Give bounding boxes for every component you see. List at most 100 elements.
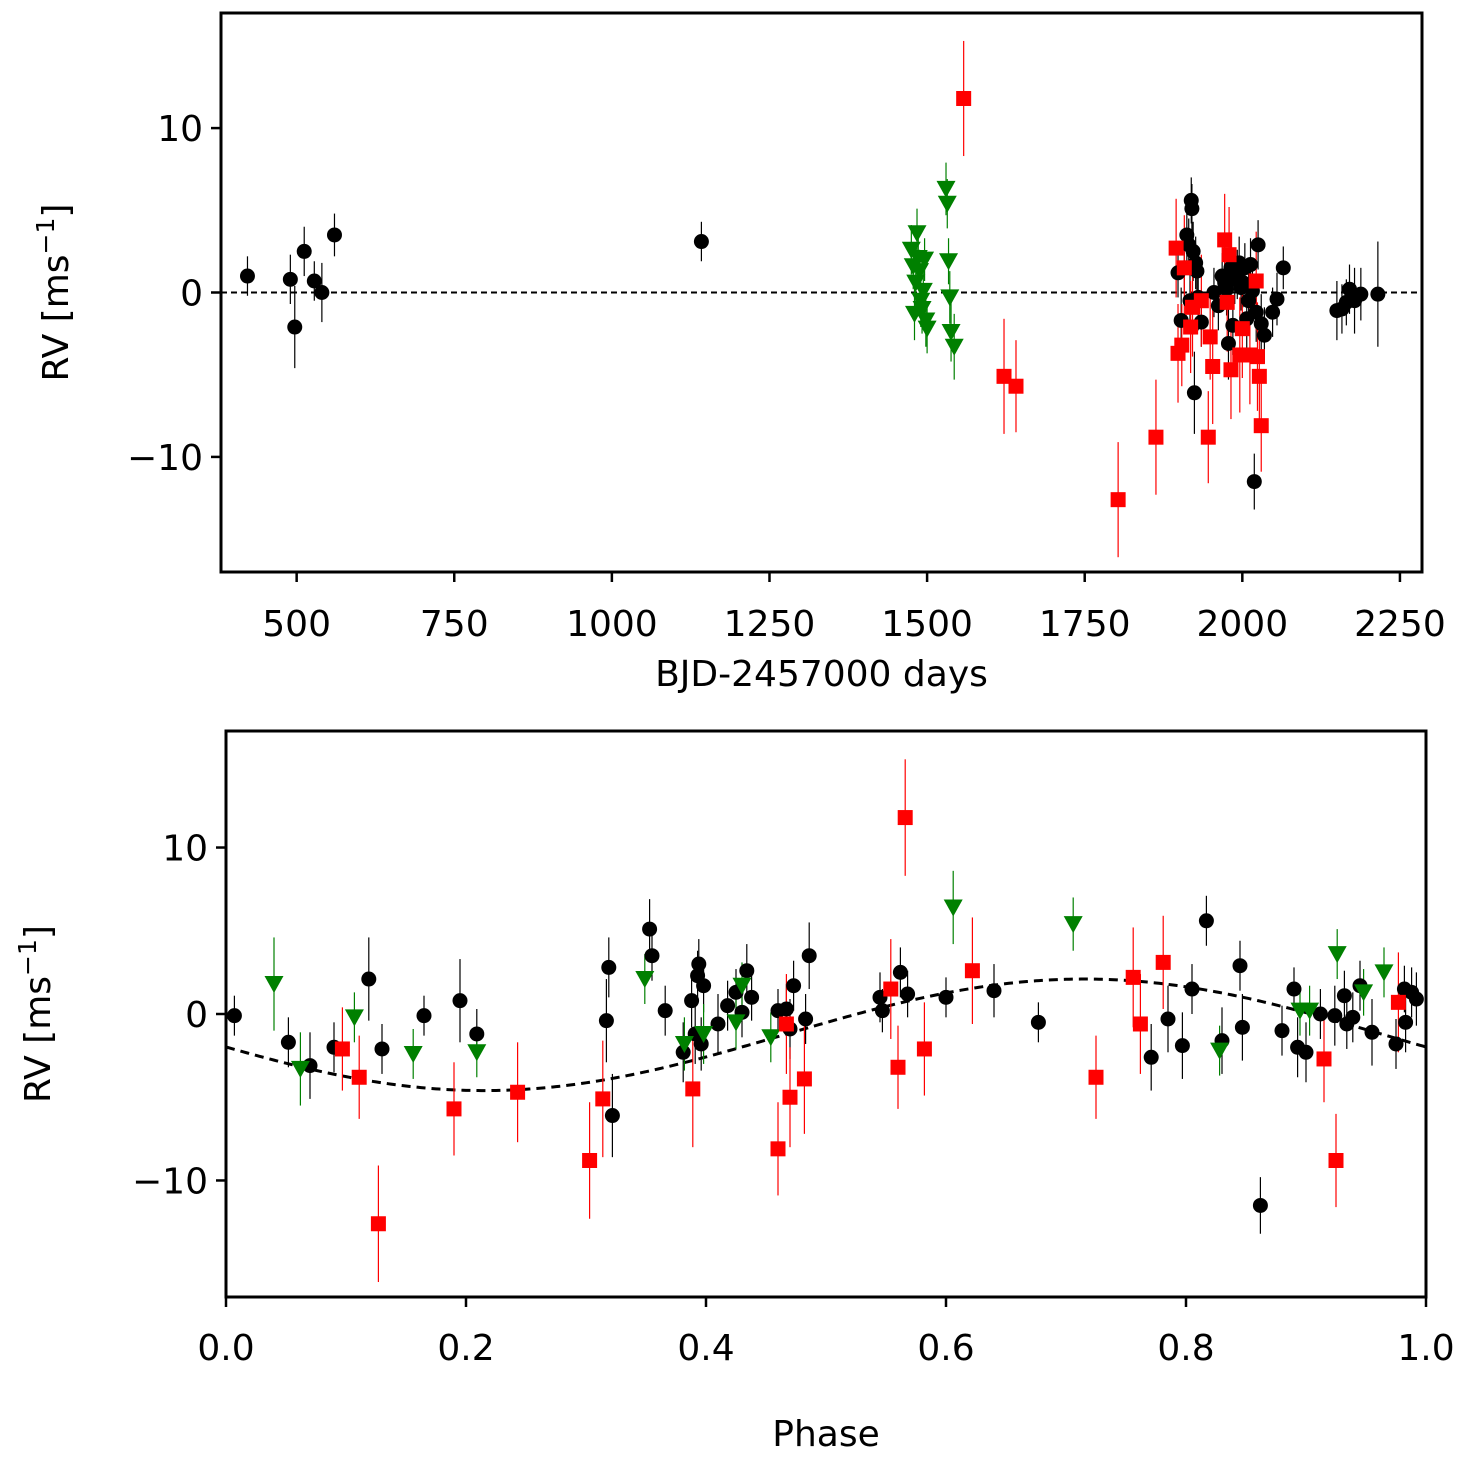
data-point-circle	[675, 1044, 691, 1060]
data-point-circle	[1256, 327, 1272, 343]
data-point-circle	[1220, 335, 1236, 351]
data-point-square	[446, 1101, 462, 1117]
data-point-circle	[1160, 1011, 1176, 1027]
rv-time-panel: 500 750 1000 1250 1500 1750 2000 2250 −10 0 10 BJD-…	[31, 11, 1446, 695]
data-point-square	[1148, 429, 1164, 445]
data-point-triangle	[941, 323, 961, 341]
x-tick-label: 0.0	[197, 1328, 254, 1369]
data-point-triangle	[732, 977, 752, 995]
y-tick-label: 0	[185, 995, 208, 1036]
rv-phase-marks	[226, 759, 1426, 1283]
rv-phase-panel: 0.0 0.2 0.4 0.6 0.8 1.0 −10 0 10 Phase RV [ms−1]	[13, 729, 1455, 1455]
data-point-triangle	[915, 251, 935, 269]
data-point-square	[1110, 492, 1126, 508]
rv-time-marks	[221, 40, 1422, 558]
data-point-triangle	[726, 1014, 746, 1032]
data-point-circle	[239, 268, 255, 284]
data-point-square	[1328, 1152, 1344, 1168]
data-point-circle	[416, 1008, 432, 1024]
data-point-circle	[1408, 991, 1424, 1007]
y-axis-title-superscript: −1	[31, 218, 60, 255]
data-point-triangle	[694, 1025, 714, 1043]
data-point-circle	[1265, 304, 1281, 320]
data-point-square	[351, 1069, 367, 1085]
x-axis-title: BJD-2457000 days	[655, 654, 988, 695]
data-point-circle	[1186, 385, 1202, 401]
x-tick-label: 0.2	[437, 1328, 494, 1369]
data-point-triangle	[344, 1009, 364, 1027]
data-point-circle	[1189, 263, 1205, 279]
data-point-triangle	[943, 899, 963, 917]
data-point-square	[1221, 247, 1237, 263]
data-point-circle	[1345, 1009, 1361, 1025]
data-point-square	[897, 810, 913, 826]
data-point-square	[1223, 362, 1239, 378]
data-point-circle	[1336, 988, 1352, 1004]
data-point-triangle	[917, 320, 937, 338]
data-point-square	[334, 1041, 350, 1057]
data-point-circle	[374, 1041, 390, 1057]
data-point-circle	[1232, 958, 1248, 974]
data-point-circle	[744, 989, 760, 1005]
data-point-circle	[1234, 1019, 1250, 1035]
data-point-circle	[1219, 281, 1235, 297]
data-point-triangle	[403, 1045, 423, 1063]
y-tick-label: 10	[157, 109, 203, 150]
data-point-square	[1316, 1051, 1332, 1067]
data-point-square	[595, 1091, 611, 1107]
data-point-circle	[739, 963, 755, 979]
y-axis-title-main: RV [ms	[36, 254, 77, 381]
data-point-square	[1183, 319, 1199, 335]
data-point-square	[1168, 240, 1184, 256]
data-point-circle	[798, 1011, 814, 1027]
x-tick-label: 750	[420, 604, 489, 645]
data-point-circle	[691, 956, 707, 972]
data-point-square	[1088, 1069, 1104, 1085]
data-point-circle	[644, 948, 660, 964]
x-tick-label: 1500	[881, 604, 973, 645]
data-point-square	[770, 1141, 786, 1157]
data-point-circle	[361, 971, 377, 987]
data-point-circle	[598, 1013, 614, 1029]
data-point-square	[996, 368, 1012, 384]
data-point-triangle	[674, 1035, 694, 1053]
data-point-circle	[1286, 981, 1302, 997]
data-point-triangle	[290, 1060, 310, 1078]
x-tick-label: 0.8	[1157, 1328, 1214, 1369]
x-tick-label: 2000	[1197, 604, 1289, 645]
data-point-square	[1176, 260, 1192, 276]
data-point-square	[370, 1216, 386, 1232]
data-point-circle	[226, 1008, 242, 1024]
data-point-square	[685, 1081, 701, 1097]
x-tick-label: 2250	[1354, 604, 1446, 645]
data-point-triangle	[1327, 946, 1347, 964]
data-point-circle	[778, 1001, 794, 1017]
x-tick-label: 0.6	[917, 1328, 974, 1369]
data-point-square	[964, 963, 980, 979]
data-point-circle	[710, 1016, 726, 1032]
data-point-circle	[601, 959, 617, 975]
data-point-circle	[1250, 237, 1266, 253]
data-point-square	[1234, 321, 1250, 337]
y-axis-title-superscript: −1	[13, 939, 42, 976]
data-point-circle	[469, 1026, 485, 1042]
data-point-circle	[801, 948, 817, 964]
y-tick-label: 10	[162, 829, 208, 870]
data-point-circle	[306, 273, 322, 289]
data-point-square	[890, 1059, 906, 1075]
data-point-circle	[657, 1003, 673, 1019]
data-point-circle	[786, 978, 802, 994]
data-point-square	[1205, 358, 1221, 374]
data-point-circle	[986, 983, 1002, 999]
data-point-circle	[1298, 1044, 1314, 1060]
x-tick-label: 500	[262, 604, 331, 645]
data-point-circle	[693, 1036, 709, 1052]
data-point-circle	[1030, 1014, 1046, 1030]
data-point-circle	[1174, 1038, 1190, 1054]
data-point-square	[1132, 1016, 1148, 1032]
data-point-square	[883, 981, 899, 997]
data-point-triangle	[940, 289, 960, 307]
rv-phase-axes: 0.0 0.2 0.4 0.6 0.8 1.0 −10 0 10 Phase RV [ms−1]	[13, 729, 1455, 1455]
data-point-square	[1249, 349, 1265, 365]
